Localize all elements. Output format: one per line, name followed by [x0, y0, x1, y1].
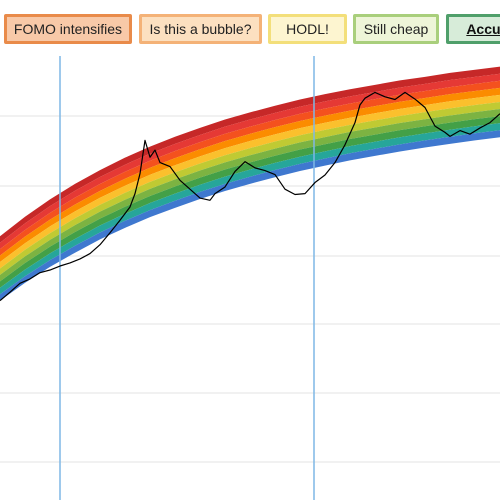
price-line-0: [0, 91, 500, 302]
legend-button-cheap[interactable]: Still cheap: [353, 14, 439, 44]
legend-bar: FOMO intensifies Is this a bubble? HODL! St…: [0, 0, 500, 56]
legend-button-accumulate[interactable]: Accumulate: [446, 14, 500, 44]
legend-button-hodl[interactable]: HODL!: [268, 14, 347, 44]
legend-button-bubble[interactable]: Is this a bubble?: [139, 14, 262, 44]
legend-button-fomo[interactable]: FOMO intensifies: [4, 14, 132, 44]
chart-svg: [0, 56, 500, 500]
